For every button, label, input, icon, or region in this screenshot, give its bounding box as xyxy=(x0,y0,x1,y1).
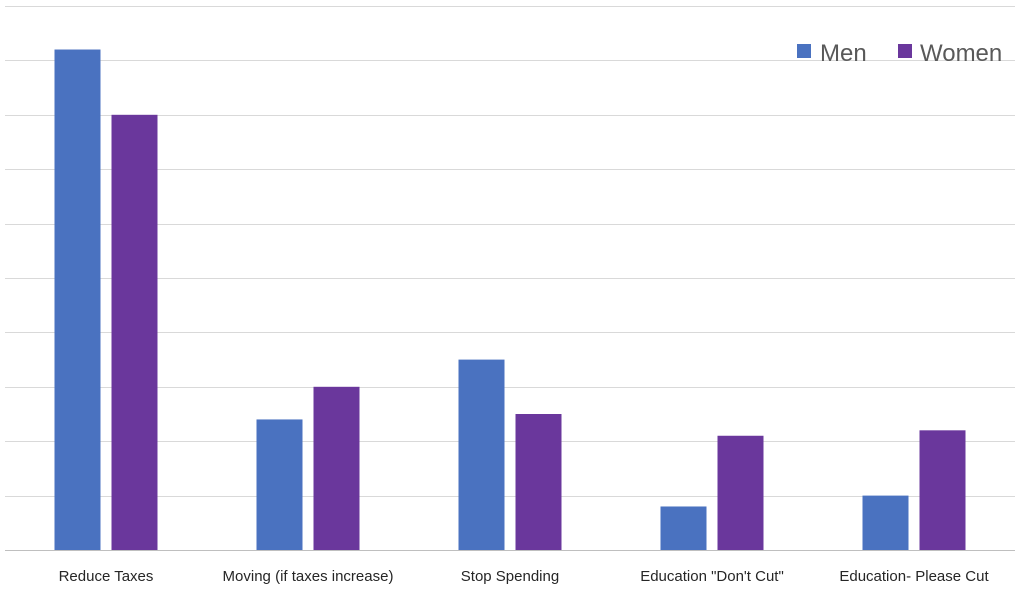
legend-label-women: Women xyxy=(920,40,1002,67)
x-axis-tick-labels: Reduce Taxes Moving (if taxes increase) St… xyxy=(59,568,990,585)
bar-women-1 xyxy=(111,114,158,551)
bar-men-5 xyxy=(862,495,909,550)
bar-men-2 xyxy=(256,419,303,550)
x-tick-label: Education- Please Cut xyxy=(839,568,989,585)
bar-men-1 xyxy=(54,49,101,551)
legend-swatch-women xyxy=(898,44,912,58)
bar-women-3 xyxy=(515,414,562,550)
x-tick-label: Stop Spending xyxy=(461,568,559,585)
bar-men-3 xyxy=(458,359,505,550)
x-tick-label: Moving (if taxes increase) xyxy=(223,568,394,585)
x-tick-label: Reduce Taxes xyxy=(59,568,154,585)
x-tick-label: Education "Don't Cut" xyxy=(640,568,784,585)
bar-women-4 xyxy=(717,435,764,550)
bar-women-5 xyxy=(919,430,966,550)
legend: Men Women xyxy=(797,40,1002,67)
gridlines xyxy=(5,6,1015,551)
bars xyxy=(54,49,966,551)
bar-men-4 xyxy=(660,506,707,550)
bar-women-2 xyxy=(313,386,360,550)
legend-label-men: Men xyxy=(820,40,867,67)
legend-swatch-men xyxy=(797,44,811,58)
